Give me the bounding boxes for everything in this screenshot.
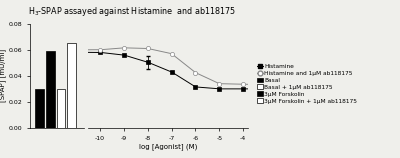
Text: H$_3$-SPAP assayed against Histamine  and ab118175: H$_3$-SPAP assayed against Histamine and… — [28, 5, 236, 18]
Bar — [56, 89, 65, 128]
Bar — [35, 89, 44, 128]
Legend: Histamine, Histamine and 1μM ab118175, Basal, Basal + 1μM ab118175, 3μM Forskoli: Histamine, Histamine and 1μM ab118175, B… — [257, 64, 358, 104]
Bar — [67, 43, 76, 128]
Bar — [46, 51, 54, 128]
Y-axis label: [SPAP] [mU/ml]: [SPAP] [mU/ml] — [0, 49, 6, 102]
X-axis label: log [Agonist] (M): log [Agonist] (M) — [139, 143, 197, 150]
